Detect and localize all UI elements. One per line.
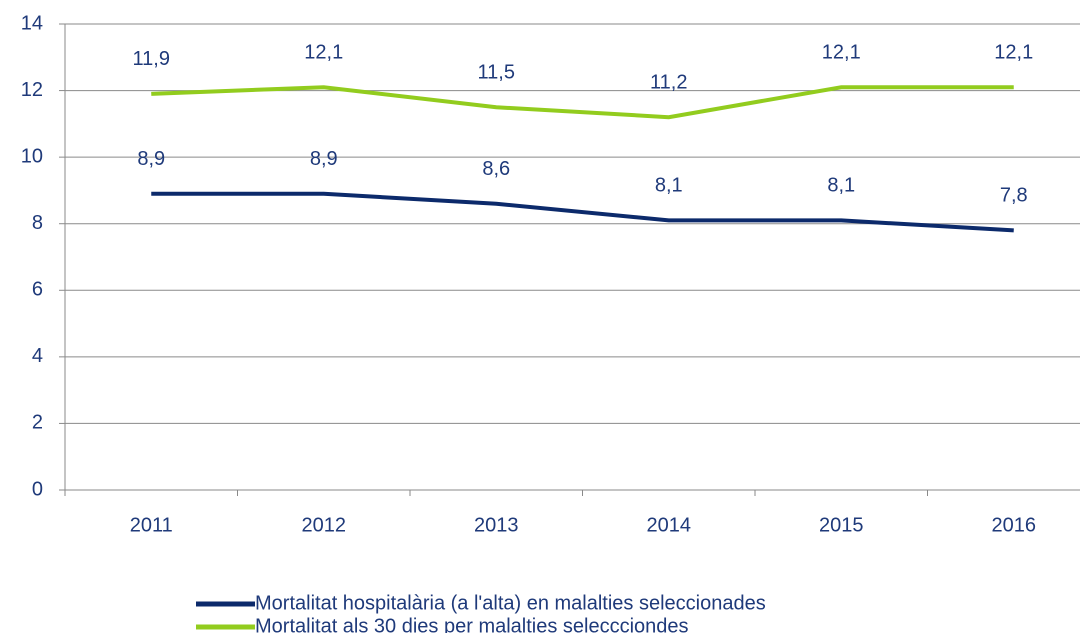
data-label: 8,1	[827, 175, 855, 197]
y-tick-label: 6	[32, 279, 43, 301]
y-tick-label: 8	[32, 212, 43, 234]
x-tick-label: 2013	[474, 514, 519, 536]
data-label: 11,5	[478, 61, 515, 83]
y-tick-label: 0	[32, 478, 43, 500]
data-label: 11,9	[133, 48, 170, 70]
x-tick-label: 2015	[819, 514, 864, 536]
x-tick-label: 2012	[302, 514, 347, 536]
data-label: 12,1	[822, 42, 861, 64]
data-label: 8,9	[310, 148, 338, 170]
x-tick-label: 2011	[130, 514, 173, 536]
data-label: 11,2	[650, 71, 687, 93]
y-tick-label: 10	[21, 145, 43, 167]
data-label: 12,1	[304, 42, 343, 64]
data-label: 8,1	[655, 175, 683, 197]
y-tick-label: 4	[32, 345, 43, 367]
data-label: 8,9	[137, 148, 165, 170]
x-tick-label: 2014	[647, 514, 692, 536]
legend-label: Mortalitat als 30 dies per malalties sel…	[255, 615, 689, 633]
data-label: 7,8	[1000, 185, 1028, 207]
series-line	[151, 85, 1014, 120]
y-tick-label: 12	[21, 79, 43, 101]
legend-label: Mortalitat hospitalària (a l'alta) en ma…	[255, 592, 766, 614]
y-tick-label: 14	[21, 12, 43, 34]
x-tick-label: 2016	[992, 514, 1037, 536]
data-label: 8,6	[482, 158, 510, 180]
series-line	[151, 191, 1014, 233]
y-tick-label: 2	[32, 412, 43, 434]
data-label: 12,1	[994, 42, 1033, 64]
